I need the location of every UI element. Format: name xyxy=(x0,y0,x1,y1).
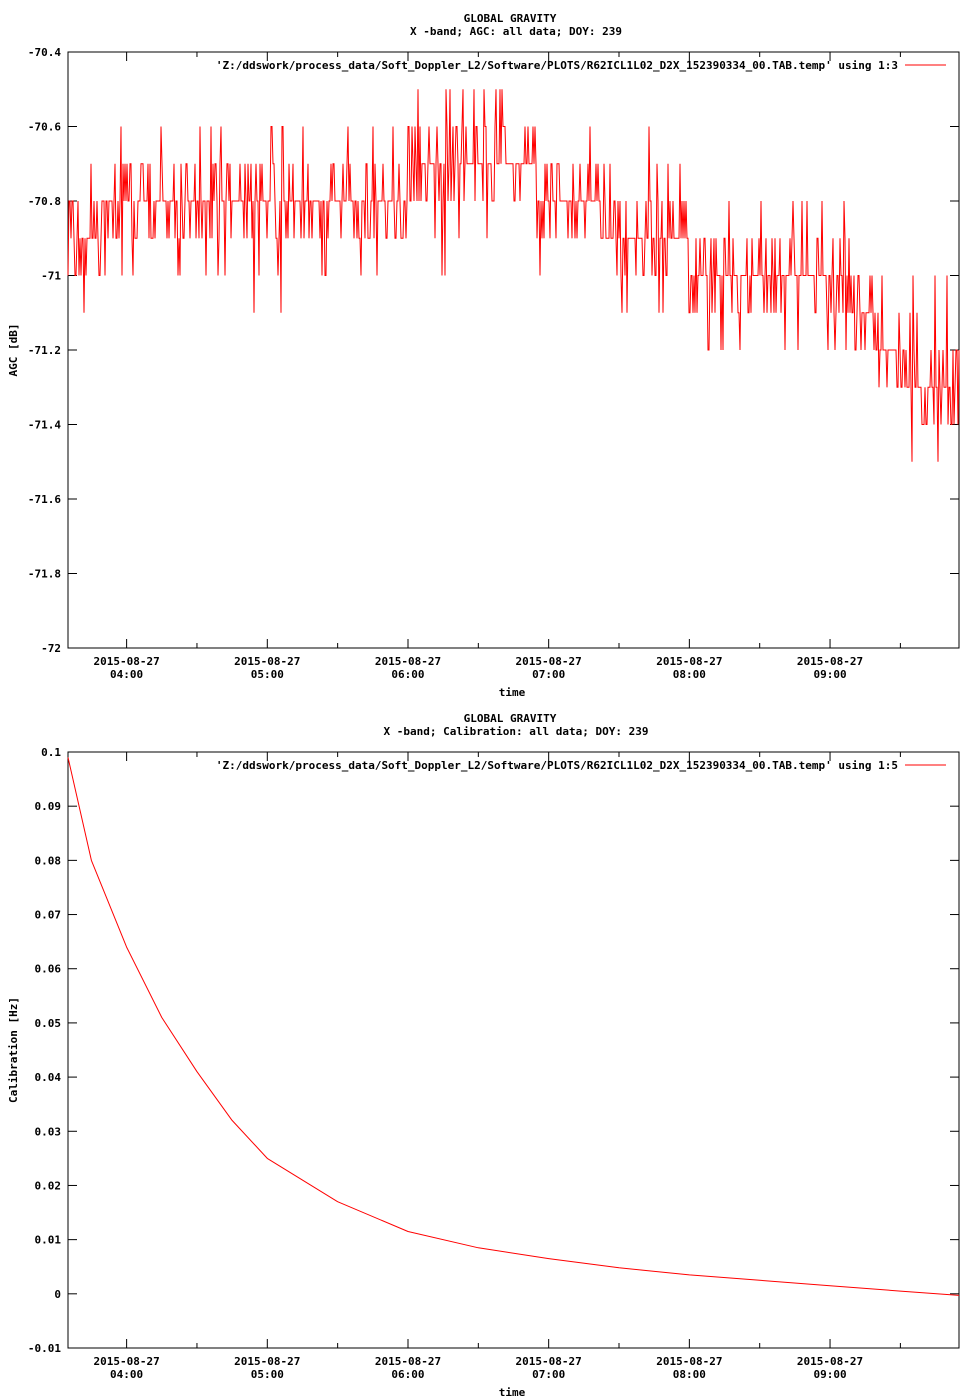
agc-y-tick-label: -71.2 xyxy=(28,344,61,357)
agc-x-tick-date: 2015-08-27 xyxy=(94,655,160,668)
calibration-series-group xyxy=(67,757,960,1296)
agc-y-tick-label: -70.6 xyxy=(28,121,61,134)
calibration-y-tick-label: 0.05 xyxy=(35,1017,62,1030)
calibration-chart: GLOBAL GRAVITY X -band; Calibration: all… xyxy=(7,712,960,1399)
calibration-y-tick-label: 0.02 xyxy=(35,1179,62,1192)
calibration-x-tick-time: 04:00 xyxy=(110,1368,143,1381)
calibration-x-tick-time: 05:00 xyxy=(251,1368,284,1381)
calibration-x-tick-time: 08:00 xyxy=(673,1368,706,1381)
calibration-y-tick-label: 0.09 xyxy=(35,800,62,813)
agc-y-tick-label: -71 xyxy=(41,270,61,283)
agc-y-tick-label: -72 xyxy=(41,642,61,655)
agc-x-axis: 2015-08-2704:002015-08-2705:002015-08-27… xyxy=(94,52,901,681)
calibration-x-tick-date: 2015-08-27 xyxy=(234,1355,300,1368)
calibration-y-tick-label: 0.04 xyxy=(35,1071,62,1084)
agc-y-axis-label: AGC [dB] xyxy=(7,324,20,377)
agc-y-tick-label: -71.6 xyxy=(28,493,61,506)
calibration-y-tick-label: 0.03 xyxy=(35,1125,62,1138)
calibration-chart-subtitle: X -band; Calibration: all data; DOY: 239 xyxy=(384,725,649,738)
calibration-series-line xyxy=(67,757,960,1296)
agc-chart-subtitle: X -band; AGC: all data; DOY: 239 xyxy=(410,25,622,38)
agc-x-tick-time: 09:00 xyxy=(813,668,846,681)
calibration-x-tick-date: 2015-08-27 xyxy=(375,1355,441,1368)
agc-x-tick-time: 06:00 xyxy=(391,668,424,681)
calibration-x-tick-date: 2015-08-27 xyxy=(797,1355,863,1368)
calibration-x-tick-date: 2015-08-27 xyxy=(656,1355,722,1368)
agc-legend-label: 'Z:/ddswork/process_data/Soft_Doppler_L2… xyxy=(216,59,898,72)
calibration-y-tick-label: 0.1 xyxy=(41,746,61,759)
calibration-x-tick-time: 07:00 xyxy=(532,1368,565,1381)
agc-x-axis-label: time xyxy=(499,686,526,699)
calibration-x-axis: 2015-08-2704:002015-08-2705:002015-08-27… xyxy=(94,752,901,1381)
calibration-y-axis-label: Calibration [Hz] xyxy=(7,997,20,1103)
agc-x-tick-time: 04:00 xyxy=(110,668,143,681)
calibration-y-tick-label: 0.08 xyxy=(35,854,62,867)
agc-y-axis: -70.4 -70.6 -70.8 -71 -71.2 -71.4 -71.6 -71.8 -7… xyxy=(28,46,959,655)
agc-series-line xyxy=(67,89,960,462)
calibration-y-axis: 0.1 0.09 0.08 0.07 0.06 0.05 0.04 0.03 0.02 0.01 0… xyxy=(28,746,959,1355)
calibration-chart-title: GLOBAL GRAVITY xyxy=(464,712,557,725)
agc-plot-frame xyxy=(67,51,960,649)
calibration-x-tick-time: 09:00 xyxy=(813,1368,846,1381)
calibration-y-tick-label: 0.06 xyxy=(35,963,62,976)
agc-y-tick-label: -70.8 xyxy=(28,195,61,208)
calibration-legend-label: 'Z:/ddswork/process_data/Soft_Doppler_L2… xyxy=(216,759,898,772)
agc-x-tick-time: 05:00 xyxy=(251,668,284,681)
agc-y-tick-label: -71.4 xyxy=(28,419,61,432)
calibration-x-tick-date: 2015-08-27 xyxy=(516,1355,582,1368)
agc-chart-title: GLOBAL GRAVITY xyxy=(464,12,557,25)
agc-y-tick-label: -71.8 xyxy=(28,568,61,581)
agc-x-tick-time: 07:00 xyxy=(532,668,565,681)
agc-x-tick-date: 2015-08-27 xyxy=(797,655,863,668)
agc-x-tick-time: 08:00 xyxy=(673,668,706,681)
calibration-x-tick-date: 2015-08-27 xyxy=(94,1355,160,1368)
agc-x-tick-date: 2015-08-27 xyxy=(234,655,300,668)
calibration-x-tick-time: 06:00 xyxy=(391,1368,424,1381)
agc-x-tick-date: 2015-08-27 xyxy=(516,655,582,668)
calibration-y-tick-label: 0.07 xyxy=(35,909,62,922)
calibration-x-axis-label: time xyxy=(499,1386,526,1399)
agc-series-group xyxy=(67,89,960,462)
calibration-y-tick-label: 0 xyxy=(54,1288,61,1301)
calibration-y-tick-label: -0.01 xyxy=(28,1342,61,1355)
calibration-y-tick-label: 0.01 xyxy=(35,1234,62,1247)
calibration-plot-frame xyxy=(67,751,960,1349)
agc-chart: GLOBAL GRAVITY X -band; AGC: all data; D… xyxy=(7,12,960,699)
agc-y-tick-label: -70.4 xyxy=(28,46,61,59)
agc-x-tick-date: 2015-08-27 xyxy=(375,655,441,668)
agc-x-tick-date: 2015-08-27 xyxy=(656,655,722,668)
